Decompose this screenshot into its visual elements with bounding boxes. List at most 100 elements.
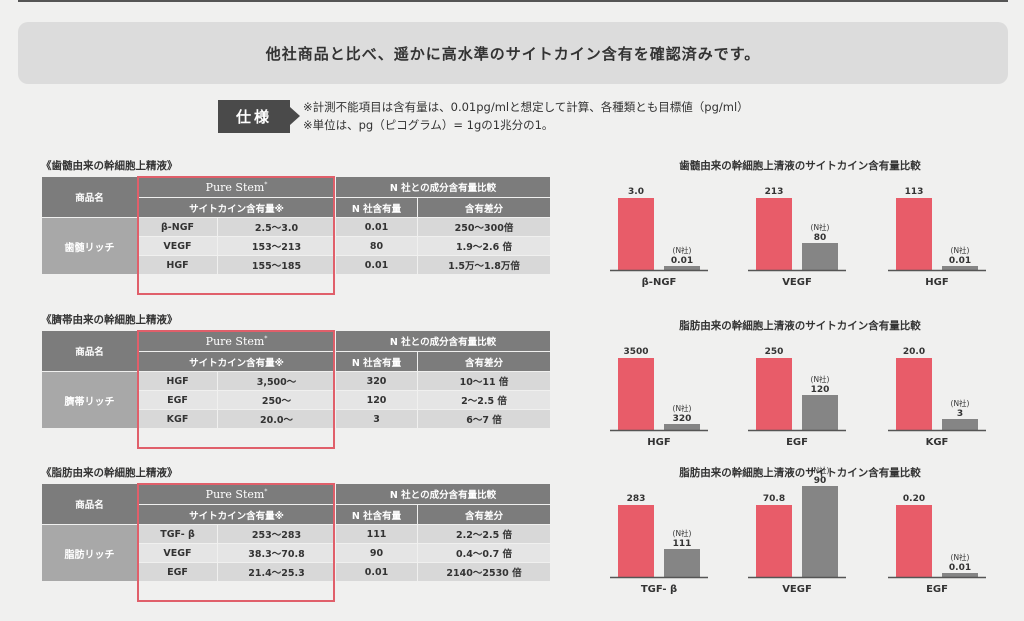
category-label: VEGF bbox=[782, 277, 812, 288]
factor-cell: β-NGF bbox=[137, 217, 218, 237]
comparison-table: 商品名 Pure Stem* N 社との成分含有量比較 サイトカイン含有量※ N… bbox=[41, 483, 552, 582]
table-row: HGF 155～185 0.01 1.5万～1.8万倍 bbox=[42, 255, 552, 275]
competitor-name-label: (N社) bbox=[673, 528, 692, 538]
product-name-cell: 臍帯リッチ bbox=[41, 371, 138, 429]
comparison-table: 商品名 Pure Stem* N 社との成分含有量比較 サイトカイン含有量※ N… bbox=[41, 176, 552, 275]
pure-stem-value-label: 20.0 bbox=[903, 347, 925, 357]
diff-cell: 10～11 倍 bbox=[416, 371, 552, 391]
category-label: EGF bbox=[926, 584, 948, 595]
competitor-name-label: (N社) bbox=[951, 245, 970, 255]
notes: ※計測不能項目は含有量は、0.01pg/mlと想定して計算、各種類とも目標値（p… bbox=[303, 98, 749, 134]
competitor-value-label: 0.01 bbox=[949, 563, 971, 573]
factor-cell: KGF bbox=[137, 409, 218, 429]
category-label: EGF bbox=[786, 437, 808, 448]
n-content-cell: 320 bbox=[335, 371, 418, 391]
pure-stem-bar bbox=[618, 505, 654, 577]
factor-cell: VEGF bbox=[137, 236, 218, 256]
competitor-name-label: (N社) bbox=[951, 398, 970, 408]
pure-stem-value-label: 213 bbox=[765, 187, 784, 197]
competitor-value-label: 3 bbox=[957, 409, 963, 419]
diff-cell: 250～300倍 bbox=[416, 217, 552, 237]
n-content-cell: 3 bbox=[335, 409, 418, 429]
table-row: 臍帯リッチ HGF 3,500～ 320 10～11 倍 bbox=[41, 371, 552, 429]
header-cytokine-content: サイトカイン含有量※ bbox=[137, 197, 336, 218]
competitor-value-label: 0.01 bbox=[671, 256, 693, 266]
content-cell: 155～185 bbox=[217, 255, 336, 275]
factor-cell: TGF- β bbox=[137, 524, 218, 544]
competitor-value-label: 90 bbox=[814, 476, 827, 486]
n-content-cell: 0.01 bbox=[335, 217, 418, 237]
competitor-bar bbox=[942, 419, 978, 430]
diff-cell: 2.2～2.5 倍 bbox=[416, 524, 552, 544]
spec-label: 仕様 bbox=[218, 100, 300, 133]
competitor-bar bbox=[802, 243, 838, 270]
category-label: HGF bbox=[925, 277, 948, 288]
pure-stem-bar bbox=[756, 198, 792, 270]
pure-stem-bar bbox=[756, 505, 792, 577]
n-content-cell: 0.01 bbox=[335, 255, 418, 275]
category-label: KGF bbox=[926, 437, 949, 448]
content-cell: 2.5～3.0 bbox=[217, 217, 336, 237]
competitor-name-label: (N社) bbox=[811, 465, 830, 475]
header-comparison: N 社との成分含有量比較 bbox=[334, 176, 552, 198]
pure-stem-value-label: 3500 bbox=[623, 347, 648, 357]
pure-stem-value-label: 250 bbox=[765, 347, 784, 357]
competitor-name-label: (N社) bbox=[811, 374, 830, 384]
header-diff: 含有差分 bbox=[416, 351, 552, 372]
pure-stem-value-label: 3.0 bbox=[628, 187, 644, 197]
competitor-value-label: 0.01 bbox=[949, 256, 971, 266]
content-cell: 21.4～25.3 bbox=[217, 562, 336, 582]
competitor-value-label: 111 bbox=[673, 539, 692, 549]
header-product-name: 商品名 bbox=[41, 176, 138, 218]
header-cytokine-content: サイトカイン含有量※ bbox=[137, 504, 336, 525]
pure-stem-value-label: 0.20 bbox=[903, 494, 925, 504]
competitor-name-label: (N社) bbox=[811, 222, 830, 232]
content-cell: 38.3～70.8 bbox=[217, 543, 336, 563]
table-row: EGF 21.4～25.3 0.01 2140～2530 倍 bbox=[42, 562, 552, 582]
competitor-name-label: (N社) bbox=[951, 552, 970, 562]
competitor-value-label: 80 bbox=[814, 233, 827, 243]
n-content-cell: 80 bbox=[335, 236, 418, 256]
bar-chart: 3500 (N社) 320 HGF 250 (N社) 120 EGF 20.0 (N社) 3 KGF bbox=[596, 340, 996, 452]
competitor-bar bbox=[802, 486, 838, 577]
category-label: HGF bbox=[647, 437, 670, 448]
header-pure-stem: Pure Stem* bbox=[137, 483, 336, 505]
pure-stem-brand: Pure Stem bbox=[205, 334, 265, 348]
header-cytokine-content: サイトカイン含有量※ bbox=[137, 351, 336, 372]
pure-stem-brand: Pure Stem bbox=[205, 487, 265, 501]
content-cell: 250～ bbox=[217, 390, 336, 410]
competitor-value-label: 320 bbox=[673, 414, 692, 424]
factor-cell: EGF bbox=[137, 390, 218, 410]
n-content-cell: 111 bbox=[335, 524, 418, 544]
factor-cell: EGF bbox=[137, 562, 218, 582]
factor-cell: HGF bbox=[137, 371, 218, 391]
header-product-name: 商品名 bbox=[41, 330, 138, 372]
header-comparison: N 社との成分含有量比較 bbox=[334, 330, 552, 352]
product-name-cell: 脂肪リッチ bbox=[41, 524, 138, 582]
table-row: 脂肪リッチ TGF- β 253～283 111 2.2～2.5 倍 bbox=[41, 524, 552, 582]
competitor-bar bbox=[802, 395, 838, 430]
diff-cell: 2～2.5 倍 bbox=[416, 390, 552, 410]
competitor-bar bbox=[664, 549, 700, 577]
product-name-cell: 歯髄リッチ bbox=[41, 217, 138, 275]
header-pure-stem: Pure Stem* bbox=[137, 330, 336, 352]
chart-title: 脂肪由来の幹細胞上清液のサイトカイン含有量比較 bbox=[679, 320, 921, 332]
n-content-cell: 90 bbox=[335, 543, 418, 563]
pure-stem-bar bbox=[756, 358, 792, 430]
pure-stem-bar bbox=[618, 198, 654, 270]
header-n-content: N 社含有量 bbox=[335, 504, 418, 525]
header-n-content: N 社含有量 bbox=[335, 197, 418, 218]
table-row: 歯髄リッチ β-NGF 2.5～3.0 0.01 250～300倍 bbox=[41, 217, 552, 275]
header-n-content: N 社含有量 bbox=[335, 351, 418, 372]
category-label: β-NGF bbox=[642, 277, 677, 288]
pure-stem-bar bbox=[896, 505, 932, 577]
section-title: 《脂肪由来の幹細胞上精液》 bbox=[41, 467, 178, 479]
category-label: VEGF bbox=[782, 584, 812, 595]
factor-cell: HGF bbox=[137, 255, 218, 275]
n-content-cell: 0.01 bbox=[335, 562, 418, 582]
pure-stem-value-label: 113 bbox=[905, 187, 924, 197]
chart-title: 脂肪由来の幹細胞上清液のサイトカイン含有量比較 bbox=[679, 467, 921, 479]
bar-chart: 283 (N社) 111 TGF- β 70.8 (N社) 90 VEGF 0.20 (N社) 0.… bbox=[596, 465, 996, 599]
